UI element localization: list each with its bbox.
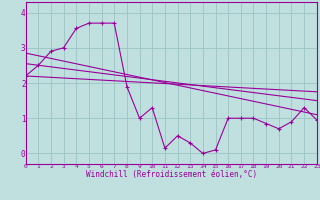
X-axis label: Windchill (Refroidissement éolien,°C): Windchill (Refroidissement éolien,°C) (86, 170, 257, 179)
